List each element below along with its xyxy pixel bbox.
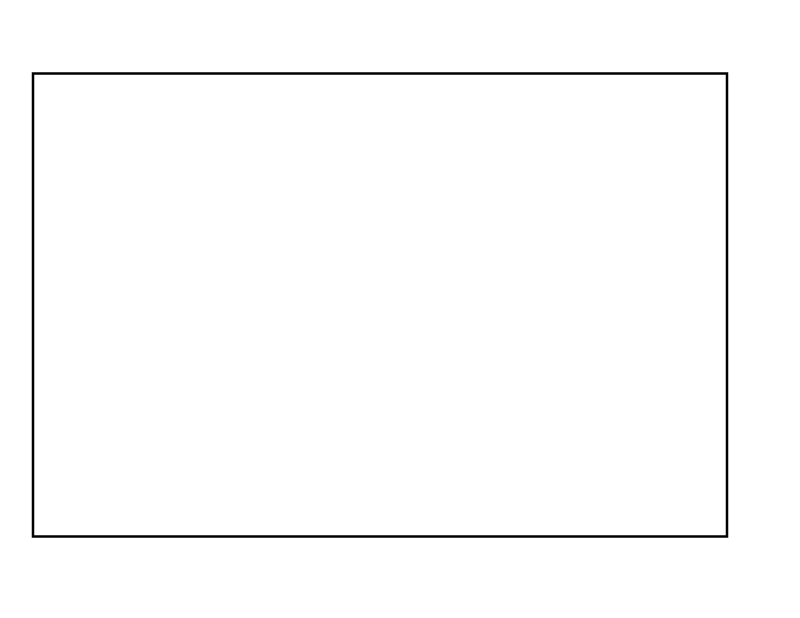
map-frame [31, 72, 729, 538]
